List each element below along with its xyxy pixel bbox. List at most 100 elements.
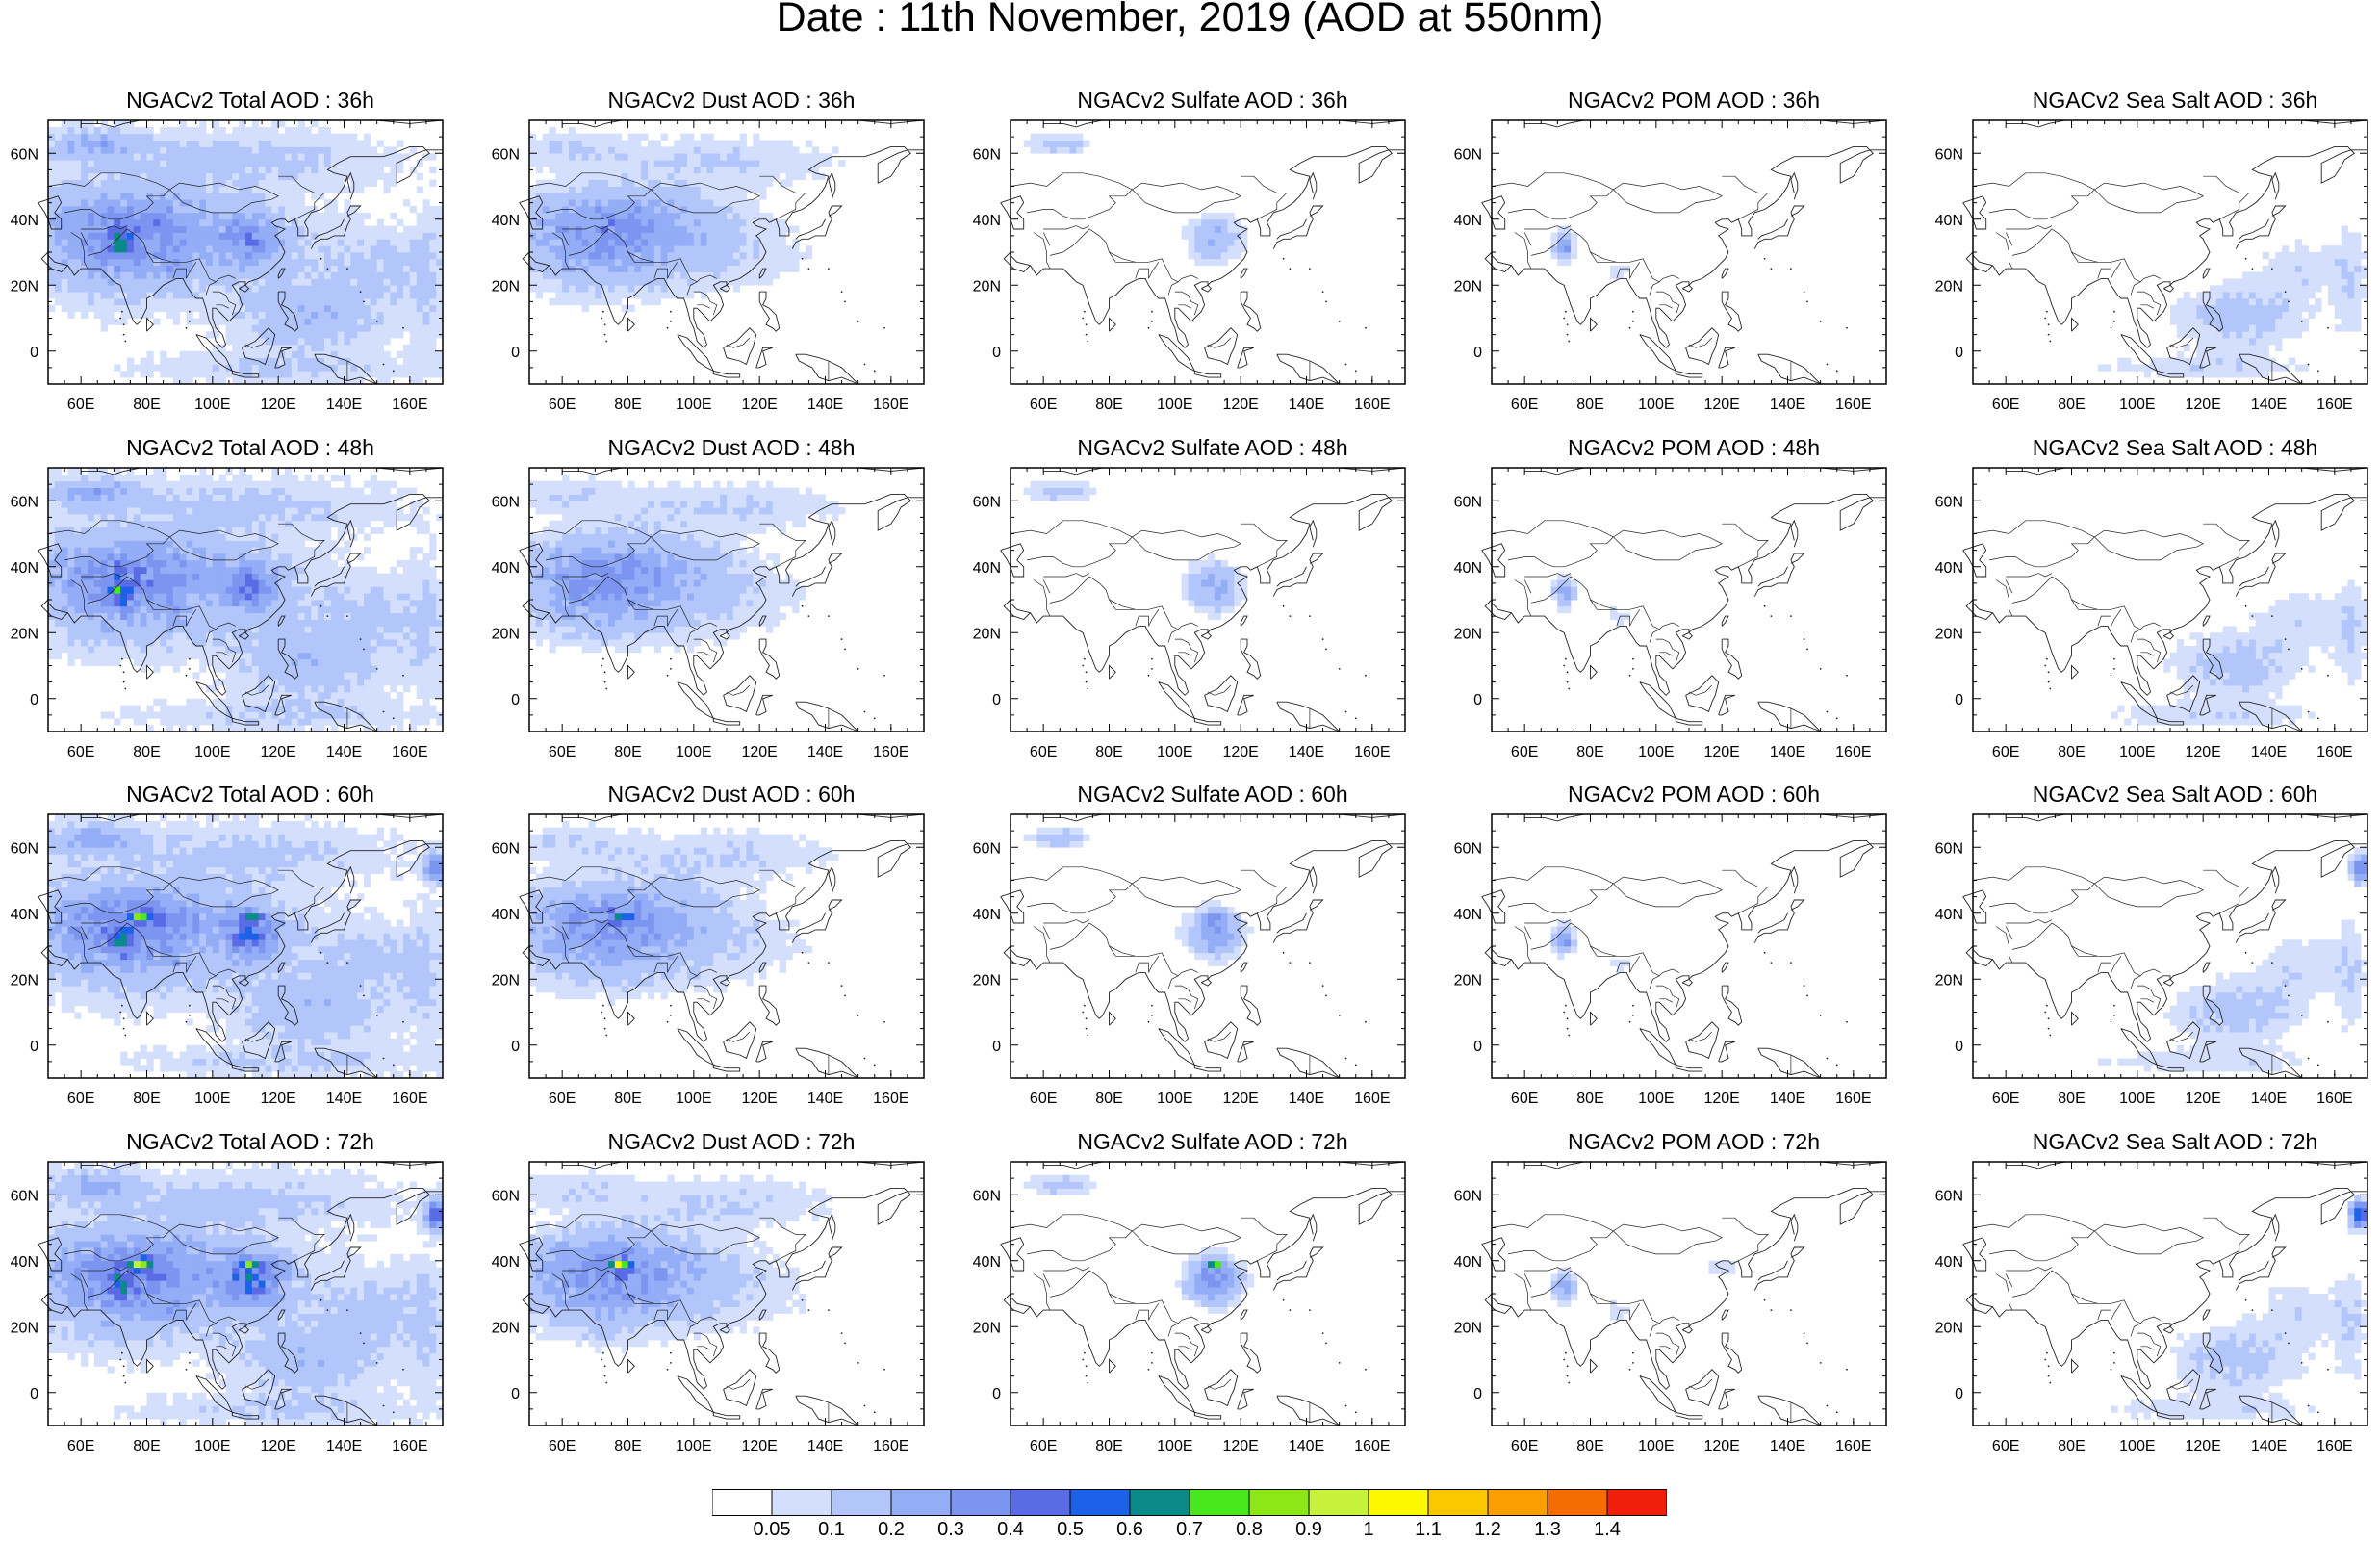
y-tick-label: 60N [1935,840,1963,857]
colorbar-label: 1.2 [1474,1519,1501,1541]
x-tick-label: 100E [1638,1091,1674,1107]
x-tick-label: 80E [133,744,160,760]
colorbar-label: 1.1 [1415,1519,1442,1541]
y-tick-label: 40N [1454,560,1482,577]
colorbar-label: 1.4 [1594,1519,1621,1541]
y-tick-label: 20N [1454,1320,1482,1336]
y-tick-label: 20N [1935,972,1963,989]
colorbar-swatch [891,1490,951,1516]
x-tick-label: 60E [1511,1091,1538,1107]
y-tick-label: 40N [973,1254,1001,1271]
x-tick-label: 140E [2251,1438,2287,1454]
x-tick-label: 60E [1030,744,1057,760]
aod-shading [529,127,845,312]
panel-title: NGACv2 Dust AOD : 36h [491,88,972,114]
x-tick-label: 160E [1354,744,1390,760]
x-tick-label: 160E [2316,1438,2352,1454]
colorbar-swatch [1548,1490,1607,1516]
aod-shading [1024,134,1248,266]
y-tick-label: 0 [1955,1386,1963,1402]
x-tick-label: 60E [549,1438,576,1454]
x-tick-label: 120E [1222,397,1258,413]
y-tick-label: 20N [11,278,38,295]
coastlines [1482,120,1886,384]
x-tick-label: 140E [807,1438,843,1454]
aod-shading [1024,1175,1255,1314]
x-tick-label: 160E [2316,397,2352,413]
panel-title: NGACv2 Sulfate AOD : 48h [972,435,1453,461]
y-tick-label: 60N [492,1188,520,1204]
x-tick-label: 80E [1095,744,1122,760]
y-tick-label: 20N [973,626,1001,642]
y-tick-label: 20N [973,278,1001,295]
y-tick-label: 60N [1935,494,1963,510]
y-tick-label: 20N [1935,1320,1963,1336]
colorbar-label: 0.05 [754,1519,791,1541]
aod-shading [1551,1261,1736,1321]
y-tick-label: 0 [1955,1039,1963,1055]
x-tick-label: 80E [1576,397,1603,413]
y-tick-label: 0 [511,1039,520,1055]
colorbar-label: 1.3 [1534,1519,1561,1541]
y-tick-label: 40N [11,213,38,229]
y-tick-label: 40N [492,1254,520,1271]
panel-title: NGACv2 Dust AOD : 72h [491,1129,972,1155]
x-tick-label: 80E [133,1438,160,1454]
x-tick-label: 140E [807,397,843,413]
y-tick-label: 40N [1935,560,1963,577]
y-tick-label: 40N [973,560,1001,577]
coastlines [1482,468,1886,732]
colorbar-label: 0.5 [1057,1519,1084,1541]
x-tick-label: 120E [741,1091,777,1107]
colorbar-label: 0.7 [1176,1519,1203,1541]
x-tick-label: 60E [1992,1438,2019,1454]
y-tick-label: 40N [492,560,520,577]
x-tick-label: 160E [2316,744,2352,760]
colorbar-swatch [1488,1490,1548,1516]
x-tick-label: 120E [2185,1091,2220,1107]
y-tick-label: 20N [11,972,38,989]
y-tick-label: 0 [30,692,38,708]
x-tick-label: 140E [2251,744,2287,760]
figure-title: Date : 11th November, 2019 (AOD at 550nm… [0,0,2380,41]
x-tick-label: 140E [807,1091,843,1107]
colorbar-swatch [1607,1490,1667,1516]
x-tick-label: 80E [1576,1091,1603,1107]
x-tick-label: 140E [1289,744,1324,760]
y-tick-label: 20N [973,1320,1001,1336]
y-tick-label: 60N [11,494,38,510]
x-tick-label: 160E [1835,1438,1871,1454]
x-tick-label: 140E [326,744,362,760]
x-tick-label: 120E [1222,1091,1258,1107]
y-tick-label: 0 [511,692,520,708]
x-tick-label: 80E [1576,744,1603,760]
y-tick-label: 40N [492,213,520,229]
x-tick-label: 160E [873,744,908,760]
x-tick-label: 140E [2251,397,2287,413]
x-tick-label: 120E [1703,397,1739,413]
x-tick-label: 140E [1289,1438,1324,1454]
x-tick-label: 120E [2185,1438,2220,1454]
y-tick-label: 40N [1935,1254,1963,1271]
y-tick-label: 60N [1454,1188,1482,1204]
x-tick-label: 100E [1157,1438,1192,1454]
x-tick-label: 60E [1511,744,1538,760]
x-tick-label: 100E [2119,1438,2155,1454]
y-tick-label: 20N [492,972,520,989]
panel-title: NGACv2 Dust AOD : 48h [491,435,972,461]
panel-title: NGACv2 POM AOD : 48h [1453,435,1934,461]
y-tick-label: 20N [492,1320,520,1336]
